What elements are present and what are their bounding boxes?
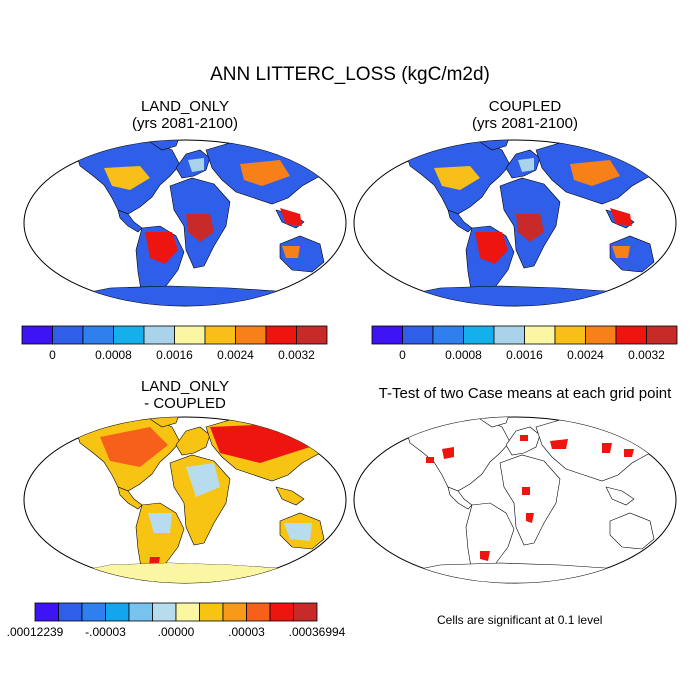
panel-title-difference: LAND_ONLY - COUPLED (30, 378, 340, 412)
significance-note: Cells are significant at 0.1 level (437, 613, 603, 627)
colorbar-swatch (82, 325, 114, 345)
colorbar-swatch (21, 325, 53, 345)
panel-title-line1: LAND_ONLY (140, 98, 230, 115)
colorbar-swatch (174, 325, 206, 345)
colorbar-tick-label: 0 (399, 348, 406, 362)
colorbar-swatch (493, 325, 525, 345)
panel-title-line2: - COUPLED (144, 395, 226, 412)
colorbar-swatch (34, 602, 59, 622)
panel-title-land-only: LAND_ONLY (yrs 2081-2100) (30, 98, 340, 132)
colorbar-swatch (246, 602, 271, 622)
main-title: ANN LITTERC_LOSS (kgC/m2d) (210, 64, 490, 85)
colorbar-swatch (204, 325, 236, 345)
colorbar-tick-label: 0.0016 (156, 348, 193, 362)
colorbar-swatch (269, 602, 294, 622)
colorbar-tick-label: 0.0008 (95, 348, 132, 362)
colorbar-swatch (554, 325, 586, 345)
colorbar-coupled: 0 0.0008 0.0016 0.0024 0.0032 (371, 325, 678, 362)
colorbar-tick-label: 0.0032 (628, 348, 665, 362)
colorbar-tick-label: .00003 (228, 625, 265, 639)
map-difference (23, 416, 347, 584)
colorbar-difference: .00012239 -.00003 .00000 .00003 .00036994 (7, 602, 346, 639)
colorbar-swatch (235, 325, 267, 345)
colorbar-swatch (296, 325, 328, 345)
colorbar-swatch (524, 325, 556, 345)
panel-title-line1: T-Test of two Case means at each grid po… (378, 385, 672, 402)
colorbar-swatch (128, 602, 153, 622)
colorbar-swatch (265, 325, 297, 345)
colorbar-swatch (293, 602, 318, 622)
colorbar-swatch (143, 325, 175, 345)
colorbar-tick-label: .00012239 (7, 625, 64, 639)
colorbar-swatch (113, 325, 145, 345)
colorbar-swatch (152, 602, 177, 622)
colorbar-swatch (175, 602, 200, 622)
colorbar-tick-label: 0 (49, 348, 56, 362)
panel-title-coupled: COUPLED (yrs 2081-2100) (370, 98, 680, 132)
panel-title-line2: (yrs 2081-2100) (472, 115, 578, 132)
colorbar-swatch (463, 325, 495, 345)
colorbar-swatch (371, 325, 403, 345)
colorbar-tick-label: 0.0008 (445, 348, 482, 362)
colorbar-tick-label: .00036994 (289, 625, 346, 639)
panel-title-line1: LAND_ONLY (140, 378, 230, 395)
colorbar-swatch (615, 325, 647, 345)
colorbar-swatch (52, 325, 84, 345)
map-land-only (23, 139, 347, 307)
panel-title-ttest: T-Test of two Case means at each grid po… (355, 385, 695, 402)
colorbar-swatch (222, 602, 247, 622)
colorbar-tick-label: 0.0024 (217, 348, 254, 362)
colorbar-tick-label: 0.0024 (567, 348, 604, 362)
panel-title-line2: (yrs 2081-2100) (132, 115, 238, 132)
colorbar-swatch (199, 602, 224, 622)
colorbar-swatch (105, 602, 130, 622)
colorbar-swatch (585, 325, 617, 345)
colorbar-swatch (402, 325, 434, 345)
map-coupled (353, 139, 677, 307)
colorbar-swatch (58, 602, 83, 622)
colorbar-swatch (432, 325, 464, 345)
panel-title-line1: COUPLED (488, 98, 562, 115)
colorbar-tick-label: 0.0032 (278, 348, 315, 362)
colorbar-swatch (646, 325, 678, 345)
colorbar-tick-label: .00000 (158, 625, 195, 639)
colorbar-tick-label: 0.0016 (506, 348, 543, 362)
colorbar-land-only: 0 0.0008 0.0016 0.0024 0.0032 (21, 325, 328, 362)
map-ttest (353, 416, 677, 584)
colorbar-swatch (81, 602, 106, 622)
colorbar-tick-label: -.00003 (85, 625, 126, 639)
